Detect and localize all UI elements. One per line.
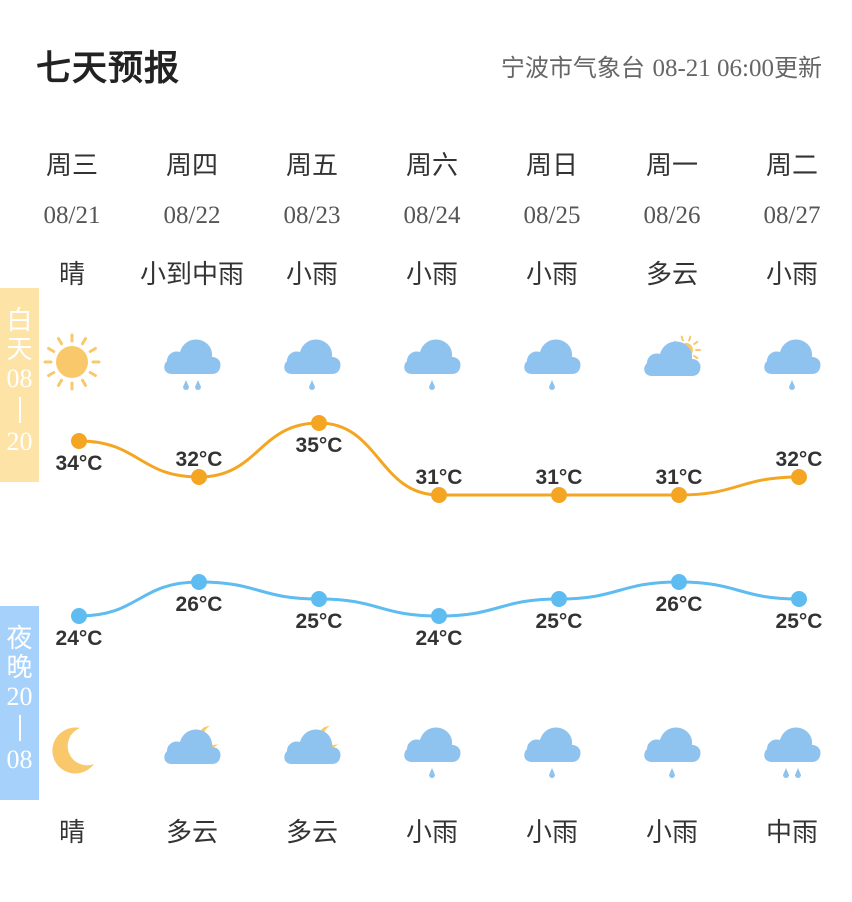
light-rain-icon [372, 330, 492, 394]
day-icons-row [12, 330, 852, 394]
high-temp-label: 31°C [416, 466, 463, 489]
low-temp-label: 26°C [656, 593, 703, 616]
night-condition: 小雨 [645, 818, 698, 848]
low-temp-point [791, 591, 807, 607]
night-condition: 小雨 [525, 818, 578, 848]
cloudy-day-icon [612, 330, 732, 394]
nighttime-char: 晚 [6, 653, 33, 682]
low-temp-label: 24°C [56, 627, 103, 650]
temperature-chart: 34°C 32°C 35°C 31°C 31°C 31°C 32°C 24°C 26°C 25°C… [56, 415, 823, 650]
low-temp-point [191, 574, 207, 590]
daytime-end: 20 [6, 427, 33, 456]
nighttime-label: 夜 晚 20 08 [0, 606, 39, 800]
update-suffix: 更新 [774, 54, 822, 82]
night-condition: 晴 [58, 818, 85, 848]
low-temp-point [671, 574, 687, 590]
daytime-char: 天 [6, 335, 33, 364]
cloudy-night-icon [252, 718, 372, 782]
source-name: 宁波市气象台 [500, 54, 645, 82]
weekday-label: 周二 [765, 151, 818, 181]
low-temp-label: 25°C [776, 610, 823, 633]
date-row: 08/21 08/22 08/23 08/24 08/25 08/26 08/2… [12, 202, 852, 230]
weekday-label: 周六 [405, 151, 458, 181]
moon-icon [12, 718, 132, 782]
high-temp-point [191, 469, 207, 485]
date-label: 08/26 [643, 202, 701, 229]
date-label: 08/23 [283, 202, 341, 229]
low-temp-label: 25°C [296, 610, 343, 633]
weekday-label: 周五 [285, 151, 338, 181]
date-label: 08/25 [523, 202, 581, 229]
range-dash [18, 715, 21, 741]
date-label: 08/24 [403, 202, 461, 229]
night-condition: 多云 [165, 818, 218, 848]
night-condition: 多云 [285, 818, 338, 848]
day-condition-row: 晴 小到中雨 小雨 小雨 小雨 多云 小雨 [12, 254, 852, 291]
weekday-label: 周一 [645, 151, 698, 181]
high-temp-point [71, 433, 87, 449]
moderate-rain-icon [732, 718, 852, 782]
night-icons-row [12, 718, 852, 782]
night-condition: 中雨 [765, 818, 818, 848]
light-rain-icon [612, 718, 732, 782]
daytime-start: 08 [6, 364, 33, 393]
high-temp-point [311, 415, 327, 431]
high-temp-label: 35°C [296, 434, 343, 457]
high-temp-label: 32°C [776, 448, 823, 471]
date-label: 08/22 [163, 202, 221, 229]
page-title: 七天预报 [36, 49, 181, 89]
nighttime-start: 20 [6, 682, 33, 711]
low-temp-label: 25°C [536, 610, 583, 633]
daytime-label: 白 天 08 20 [0, 288, 39, 482]
date-label: 08/27 [763, 202, 821, 229]
low-temp-label: 24°C [416, 627, 463, 650]
day-condition: 小雨 [525, 260, 578, 290]
high-temp-point [431, 487, 447, 503]
light-rain-icon [732, 330, 852, 394]
high-temp-label: 32°C [176, 448, 223, 471]
night-condition: 小雨 [405, 818, 458, 848]
high-temp-point [671, 487, 687, 503]
high-temp-label: 34°C [56, 452, 103, 475]
nighttime-end: 08 [6, 745, 33, 774]
light-rain-icon [492, 718, 612, 782]
moderate-rain-icon [132, 330, 252, 394]
low-temp-point [551, 591, 567, 607]
low-temp-point [431, 608, 447, 624]
night-condition-row: 晴 多云 多云 小雨 小雨 小雨 中雨 [12, 812, 852, 849]
weekday-row: 周三 周四 周五 周六 周日 周一 周二 [12, 145, 852, 182]
low-temp-point [71, 608, 87, 624]
day-condition: 小雨 [405, 260, 458, 290]
range-dash [18, 397, 21, 423]
high-temp-label: 31°C [656, 466, 703, 489]
update-info: 宁波市气象台 08-21 06:00更新 [501, 48, 822, 83]
light-rain-icon [372, 718, 492, 782]
weekday-label: 周日 [525, 151, 578, 181]
high-temp-point [551, 487, 567, 503]
cloudy-night-icon [132, 718, 252, 782]
low-temp-label: 26°C [176, 593, 223, 616]
date-label: 08/21 [43, 202, 101, 229]
daytime-char: 白 [6, 306, 33, 335]
light-rain-icon [252, 330, 372, 394]
nighttime-char: 夜 [6, 624, 33, 653]
low-temp-point [311, 591, 327, 607]
weekday-label: 周四 [165, 151, 218, 181]
update-time: 08-21 06:00 [652, 55, 774, 82]
light-rain-icon [492, 330, 612, 394]
high-temp-point [791, 469, 807, 485]
day-condition: 小到中雨 [139, 260, 244, 290]
day-condition: 晴 [58, 260, 85, 290]
high-temp-label: 31°C [536, 466, 583, 489]
day-condition: 小雨 [285, 260, 338, 290]
weekday-label: 周三 [45, 151, 98, 181]
sun-icon [12, 330, 132, 394]
day-condition: 小雨 [765, 260, 818, 290]
day-condition: 多云 [645, 260, 698, 290]
